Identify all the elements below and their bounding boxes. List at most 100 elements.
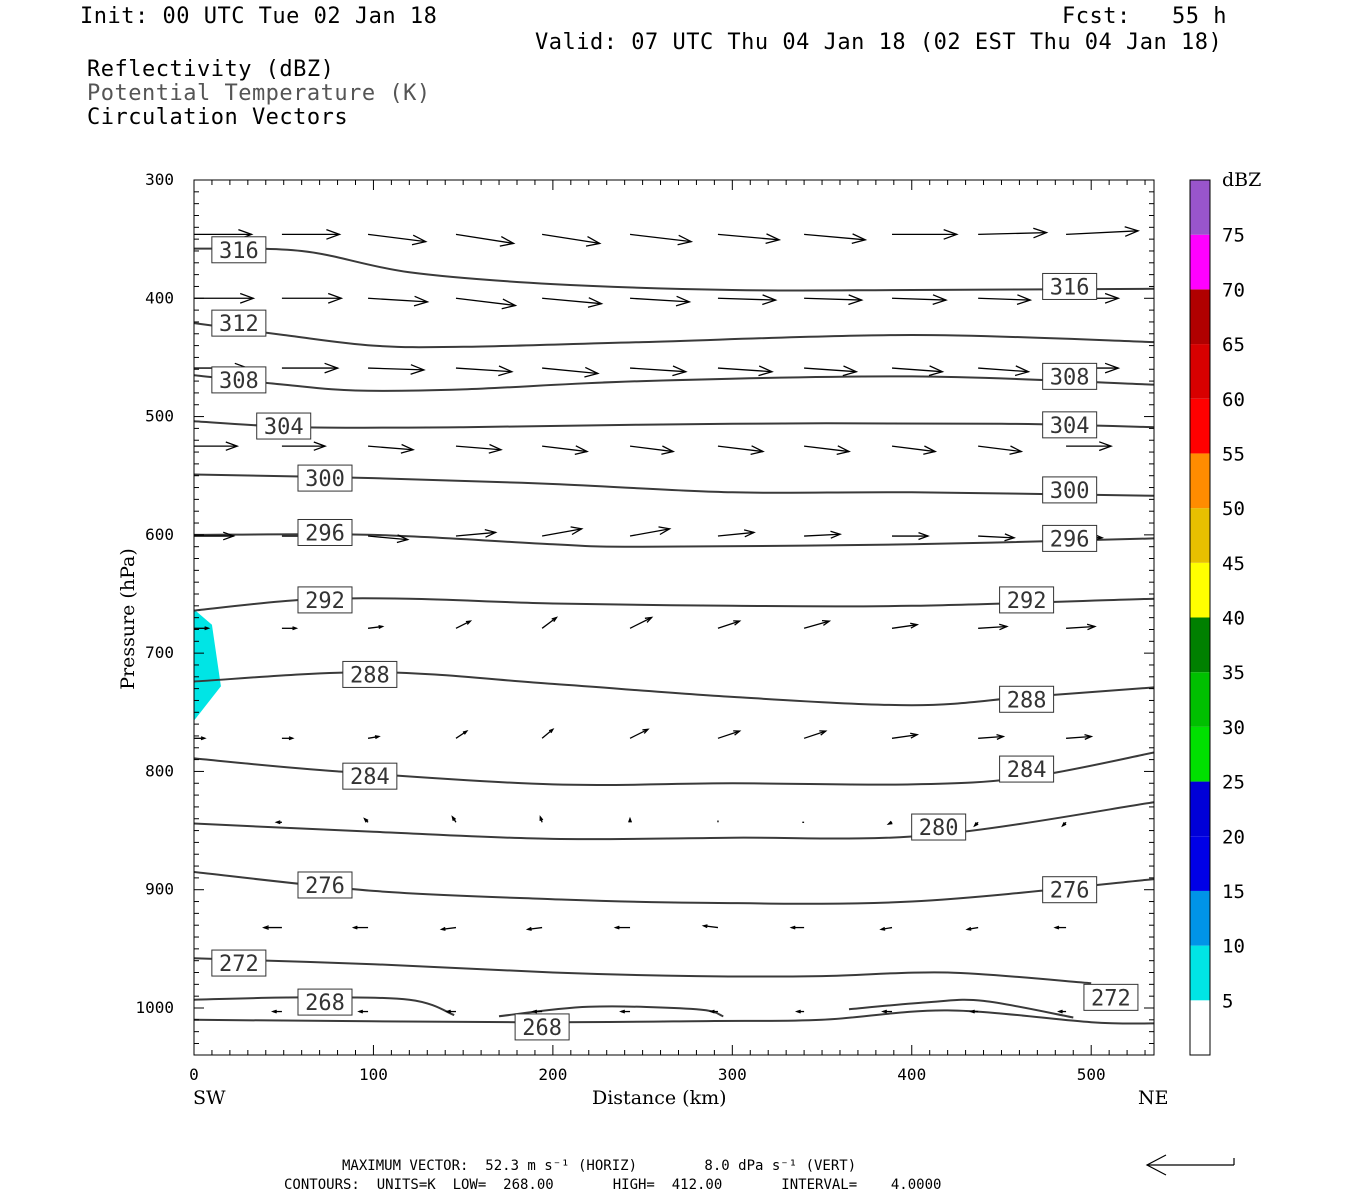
contour-label-box xyxy=(342,762,398,790)
x-tick-label: 200 xyxy=(538,1065,567,1084)
vector-head xyxy=(758,365,774,377)
circulation-vector xyxy=(368,364,426,375)
x-tick-label: 0 xyxy=(189,1065,199,1084)
colorbar-label: 55 xyxy=(1222,443,1245,465)
colorbar-segment-10 xyxy=(1190,890,1210,946)
vector-shaft xyxy=(455,730,468,739)
vector-head xyxy=(400,443,415,454)
circulation-vector xyxy=(629,728,650,739)
circulation-vector xyxy=(629,233,694,246)
contour-label: 316 xyxy=(211,236,267,264)
x-tick-label: 100 xyxy=(359,1065,388,1084)
contour-label: 272 xyxy=(211,949,267,977)
colorbar: 5 10 15 20 25 30 35 40 45 50 55 60 65 70 75 xyxy=(1189,179,1245,1056)
circulation-vector xyxy=(1057,1009,1067,1014)
circulation-vector xyxy=(187,821,194,824)
circulation-vector xyxy=(542,233,602,247)
circulation-vector xyxy=(525,926,543,931)
circulation-vector xyxy=(542,297,604,308)
colorbar-segment-5 xyxy=(1190,945,1210,1001)
contour-label-text: 292 xyxy=(305,589,345,614)
vector-head xyxy=(525,926,532,931)
vector-shaft xyxy=(717,445,764,453)
x-axis-title: Distance (km) xyxy=(592,1087,727,1109)
contour-label-text: 292 xyxy=(1007,589,1047,614)
colorbar-segment-65 xyxy=(1190,289,1210,345)
contour-label-box xyxy=(211,949,267,977)
colorbar-frame xyxy=(1189,179,1211,1056)
circulation-vector xyxy=(1066,733,1094,740)
circulation-vector xyxy=(891,365,945,377)
vector-shaft xyxy=(703,925,719,929)
colorbar-label: 40 xyxy=(1222,608,1245,630)
circulation-vector xyxy=(363,817,369,823)
vector-shaft xyxy=(542,297,602,305)
circulation-vector xyxy=(717,730,742,739)
vector-head xyxy=(1033,227,1049,239)
vector-head xyxy=(628,816,633,823)
circulation-vector xyxy=(804,365,859,377)
circulation-vector xyxy=(281,441,327,451)
colorbar-segment-70 xyxy=(1190,234,1210,290)
circulation-vector xyxy=(803,619,832,629)
contour-label: 308 xyxy=(1042,362,1098,390)
circulation-vector xyxy=(629,365,688,377)
circulation-vector xyxy=(701,924,719,929)
circulation-vector xyxy=(351,925,369,930)
contour-label-text: 300 xyxy=(305,467,345,492)
vector-head xyxy=(794,1009,801,1014)
vector-shaft xyxy=(978,535,1015,539)
vector-head xyxy=(204,626,211,631)
contour-label-text: 296 xyxy=(1050,527,1090,552)
circulation-vector xyxy=(541,526,584,537)
circulation-vector xyxy=(1066,623,1097,631)
contour-label-text: 272 xyxy=(1091,986,1131,1011)
theta-contour-304 xyxy=(194,420,1154,429)
vector-head xyxy=(274,820,281,825)
contour-label: 316 xyxy=(1042,272,1098,300)
vector-shaft xyxy=(717,297,776,301)
vector-head xyxy=(587,297,604,308)
circulation-vector xyxy=(978,623,1009,631)
vector-shaft xyxy=(804,297,862,301)
vector-shaft xyxy=(804,533,841,537)
x-axis-ne-label: NE xyxy=(1138,1087,1169,1109)
vector-head xyxy=(176,926,181,930)
contour-label: 304 xyxy=(256,412,312,440)
vector-shaft xyxy=(629,728,649,739)
contour-label-text: 304 xyxy=(1050,414,1090,439)
contour-label-box xyxy=(999,685,1055,713)
vector-shaft xyxy=(368,367,424,371)
y-tick-label: 600 xyxy=(145,525,174,544)
reflectivity-area-5dbz xyxy=(194,609,221,721)
circulation-vector xyxy=(978,294,1033,306)
theta-contour-272 xyxy=(194,957,1092,985)
contour-label-box xyxy=(211,309,267,337)
contour-label: 284 xyxy=(342,762,398,790)
contour-label: 292 xyxy=(999,586,1055,614)
vector-head xyxy=(1098,441,1113,452)
contour-label-box xyxy=(1083,983,1139,1011)
vector-shaft xyxy=(527,926,543,931)
circulation-vector xyxy=(803,730,828,739)
vector-shaft xyxy=(717,620,740,629)
circulation-vector xyxy=(451,815,457,823)
vector-head xyxy=(642,728,650,734)
vector-head xyxy=(672,365,688,377)
vector-head xyxy=(1104,362,1121,374)
circulation-vector xyxy=(274,820,282,825)
y-tick-label: 900 xyxy=(145,880,174,899)
colorbar-label: 70 xyxy=(1222,279,1245,301)
vector-head xyxy=(413,295,430,307)
vector-head xyxy=(821,619,832,626)
circulation-vector xyxy=(804,530,842,539)
contour-label-box xyxy=(514,1013,570,1041)
colorbar-segment-15 xyxy=(1190,836,1210,891)
circulation-vector xyxy=(629,616,654,629)
circulation-vector xyxy=(194,736,207,741)
contour-label: 268 xyxy=(297,988,353,1016)
vector-head xyxy=(658,526,672,536)
contour-label: 268 xyxy=(514,1013,570,1041)
circulation-vector xyxy=(541,728,555,739)
